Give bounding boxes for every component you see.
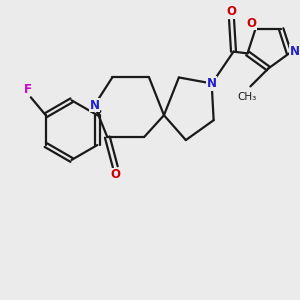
Text: F: F — [24, 83, 32, 96]
Text: CH₃: CH₃ — [238, 92, 257, 102]
Text: N: N — [89, 99, 99, 112]
Text: N: N — [290, 45, 300, 58]
Text: O: O — [110, 168, 120, 181]
Text: O: O — [247, 16, 256, 29]
Text: N: N — [207, 77, 217, 90]
Text: O: O — [226, 5, 236, 18]
